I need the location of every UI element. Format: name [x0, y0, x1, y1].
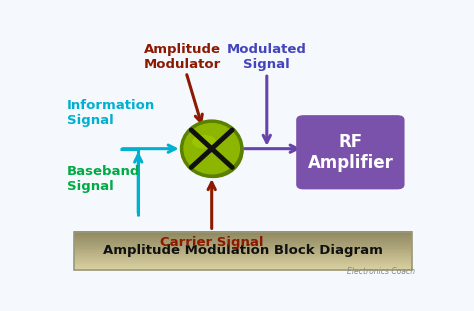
Ellipse shape — [192, 135, 216, 149]
FancyBboxPatch shape — [74, 250, 412, 252]
Text: Electronics Coach: Electronics Coach — [347, 267, 416, 276]
FancyBboxPatch shape — [74, 262, 412, 264]
Text: Information
Signal: Information Signal — [66, 99, 155, 127]
FancyBboxPatch shape — [74, 231, 412, 233]
FancyBboxPatch shape — [74, 260, 412, 262]
Text: Modulated
Signal: Modulated Signal — [227, 43, 307, 71]
FancyBboxPatch shape — [74, 243, 412, 245]
Text: Baseband
Signal: Baseband Signal — [66, 165, 140, 193]
FancyBboxPatch shape — [74, 233, 412, 235]
Text: RF
Amplifier: RF Amplifier — [308, 133, 393, 172]
FancyBboxPatch shape — [74, 256, 412, 258]
Ellipse shape — [183, 123, 244, 178]
Text: Carrier Signal: Carrier Signal — [160, 235, 264, 248]
FancyBboxPatch shape — [74, 235, 412, 237]
FancyBboxPatch shape — [74, 248, 412, 250]
FancyBboxPatch shape — [74, 254, 412, 256]
FancyBboxPatch shape — [74, 252, 412, 254]
FancyBboxPatch shape — [74, 241, 412, 243]
FancyBboxPatch shape — [74, 267, 412, 270]
FancyBboxPatch shape — [74, 246, 412, 248]
FancyBboxPatch shape — [74, 244, 412, 247]
Ellipse shape — [182, 121, 242, 176]
FancyBboxPatch shape — [74, 237, 412, 239]
FancyBboxPatch shape — [296, 115, 405, 189]
FancyBboxPatch shape — [74, 266, 412, 268]
FancyBboxPatch shape — [74, 258, 412, 260]
FancyBboxPatch shape — [74, 264, 412, 266]
Text: Amplitude
Modulator: Amplitude Modulator — [144, 43, 221, 71]
Text: Amplitude Modulation Block Diagram: Amplitude Modulation Block Diagram — [103, 244, 383, 258]
FancyBboxPatch shape — [74, 239, 412, 241]
